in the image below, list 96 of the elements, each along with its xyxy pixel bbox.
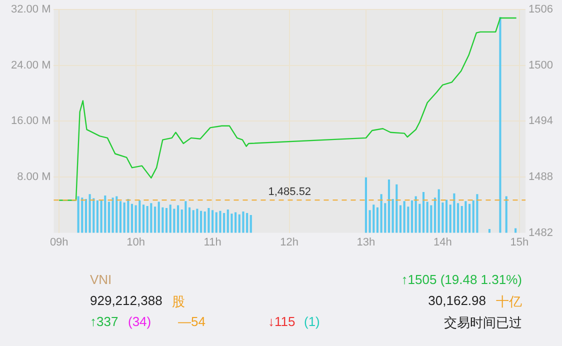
bar: [242, 212, 244, 233]
bar: [438, 189, 440, 233]
bar: [158, 202, 160, 233]
bar: [200, 210, 202, 233]
x-tick-label: 11h: [204, 236, 222, 248]
bar: [388, 179, 390, 233]
bar: [96, 200, 99, 233]
y2-tick-label: 1506: [528, 4, 554, 16]
x-tick-label: 09h: [50, 236, 68, 248]
x-tick-label: 14h: [434, 236, 452, 248]
ref-line-label: 1,485.52: [268, 186, 312, 198]
bar: [173, 208, 176, 233]
y-tick-label: 8.00 M: [17, 171, 51, 184]
bar: [246, 212, 248, 233]
x-tick-label: 15h: [510, 236, 529, 248]
bar: [138, 200, 141, 233]
text: 30,162.98: [428, 293, 486, 308]
text: 十亿: [496, 293, 522, 311]
text: (1): [304, 314, 320, 329]
bar: [234, 212, 237, 233]
text: ↑1505 (19.48 1.31%): [401, 272, 522, 287]
bar: [468, 204, 471, 233]
bar: [414, 196, 417, 233]
bar: [422, 192, 425, 233]
bar: [127, 198, 130, 233]
bar: [208, 208, 210, 233]
bar: [204, 212, 206, 233]
x-tick-label: 12h: [280, 236, 298, 248]
x-tick-label: 13h: [356, 236, 376, 248]
bar: [215, 212, 218, 233]
bar: [372, 204, 375, 233]
bar: [188, 207, 191, 233]
bar: [226, 209, 229, 233]
bar: [399, 205, 402, 233]
y-tick-label: 16.00 M: [10, 115, 51, 128]
text: —54: [178, 314, 206, 329]
bar: [426, 202, 428, 233]
bar: [142, 204, 145, 233]
text: 股: [172, 293, 185, 311]
bar: [77, 196, 80, 233]
bar: [434, 198, 436, 233]
bar: [88, 194, 91, 233]
bar: [445, 200, 448, 233]
text: ↓115: [268, 314, 296, 329]
bar: [81, 198, 84, 233]
bar: [108, 202, 110, 233]
bar: [119, 201, 122, 233]
bar: [154, 206, 156, 233]
bar: [176, 205, 180, 233]
bar: [505, 196, 508, 233]
bar: [380, 194, 382, 233]
bar: [499, 16, 502, 233]
bar: [376, 207, 379, 233]
bar: [396, 184, 398, 233]
bar: [230, 214, 233, 233]
bar: [169, 204, 172, 233]
y-tick-label: 32.00 M: [10, 4, 51, 16]
y2-tick-label: 1500: [528, 59, 554, 72]
bar: [410, 200, 414, 233]
text: 交易时间已过: [444, 314, 522, 332]
bar: [150, 203, 152, 233]
bar: [184, 201, 187, 233]
bar: [219, 210, 222, 233]
bar: [212, 210, 214, 233]
bar: [100, 200, 102, 233]
y2-tick-label: 1494: [528, 115, 554, 128]
bar: [238, 214, 240, 233]
bar: [488, 228, 491, 233]
bar: [456, 203, 460, 233]
bar: [84, 198, 87, 233]
text: ↑337: [90, 314, 118, 329]
y2-tick-label: 1488: [528, 171, 554, 184]
bar: [453, 193, 456, 233]
bar: [146, 206, 148, 233]
bar: [104, 196, 106, 233]
bar: [476, 194, 478, 233]
x-tick-label: 10h: [126, 236, 146, 248]
bar: [123, 202, 126, 233]
y2-tick-label: 1482: [528, 226, 554, 239]
bar: [223, 212, 226, 233]
bar: [192, 210, 194, 233]
y-tick-label: 24.00 M: [10, 59, 51, 72]
bar: [112, 198, 114, 233]
bar: [430, 205, 432, 233]
bar: [250, 215, 252, 233]
bar: [464, 201, 467, 233]
text: VNI: [90, 272, 112, 287]
bar: [130, 204, 134, 233]
bar: [403, 201, 406, 233]
text: 929,212,388: [90, 293, 162, 308]
bar: [92, 198, 95, 233]
bar: [165, 208, 168, 233]
bar: [196, 208, 198, 233]
bar: [364, 177, 367, 233]
text: (34): [128, 314, 152, 329]
bar: [116, 196, 118, 233]
